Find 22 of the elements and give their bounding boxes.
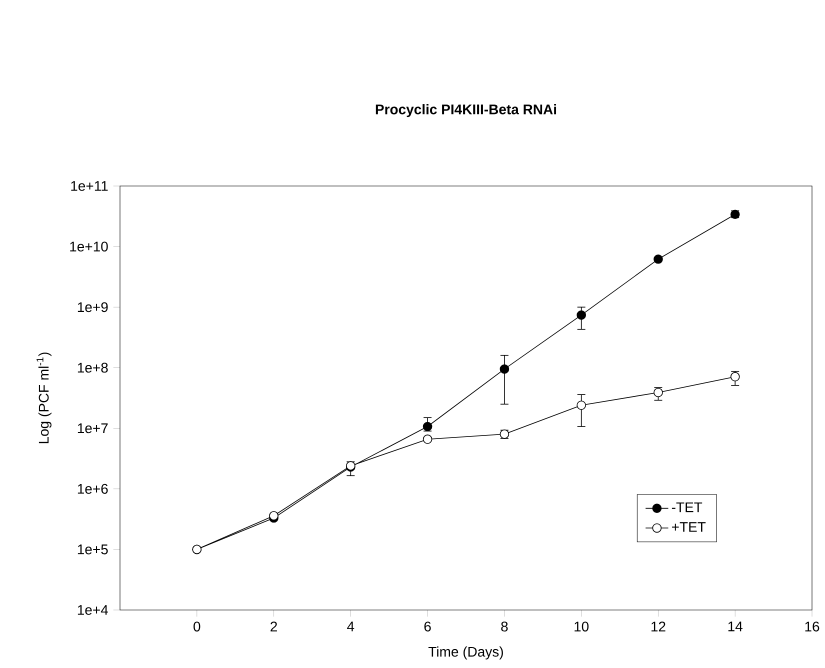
y-tick-label: 1e+11	[71, 181, 108, 191]
y-tick-label: 1e+10	[70, 242, 108, 252]
y-tick-label: 1e+8	[78, 362, 108, 373]
x-tick-label: 2	[270, 622, 277, 632]
y-tick-label: 1e+6	[78, 484, 108, 494]
x-tick-label: 10	[574, 622, 589, 632]
x-tick-label: 14	[728, 622, 742, 632]
x-tick-label: 12	[652, 622, 666, 632]
x-tick-label: 8	[501, 622, 508, 632]
chart-title: Procyclic PI4KIII-Beta RNAi	[376, 104, 556, 118]
x-tick-label: 16	[805, 622, 820, 632]
y-tick-label: 1e+9	[78, 302, 108, 312]
x-tick-label: 4	[347, 622, 354, 632]
x-axis-title: Time (Days)	[428, 646, 503, 660]
x-tick-label: 6	[424, 622, 431, 632]
x-tick-label: 0	[194, 622, 200, 632]
legend-label: -TET	[672, 502, 702, 512]
y-tick-label: 1e+4	[78, 605, 108, 615]
y-tick-label: 1e+7	[78, 423, 108, 434]
y-tick-label: 1e+5	[78, 544, 108, 554]
y-axis-title: Log (PCF ml$^{-1}$)	[36, 352, 52, 444]
legend-label: +TET	[672, 522, 706, 532]
